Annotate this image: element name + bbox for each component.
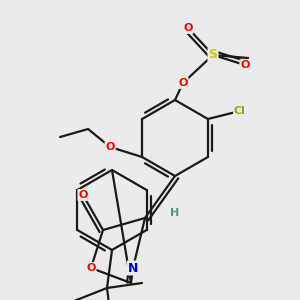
Text: O: O (78, 190, 88, 200)
Text: N: N (128, 262, 138, 275)
Text: H: H (170, 208, 180, 218)
Text: O: O (105, 142, 115, 152)
Text: O: O (183, 23, 193, 33)
Text: O: O (86, 263, 96, 273)
Text: O: O (178, 78, 188, 88)
Text: S: S (208, 49, 217, 62)
Text: O: O (240, 60, 250, 70)
Text: Cl: Cl (234, 106, 246, 116)
